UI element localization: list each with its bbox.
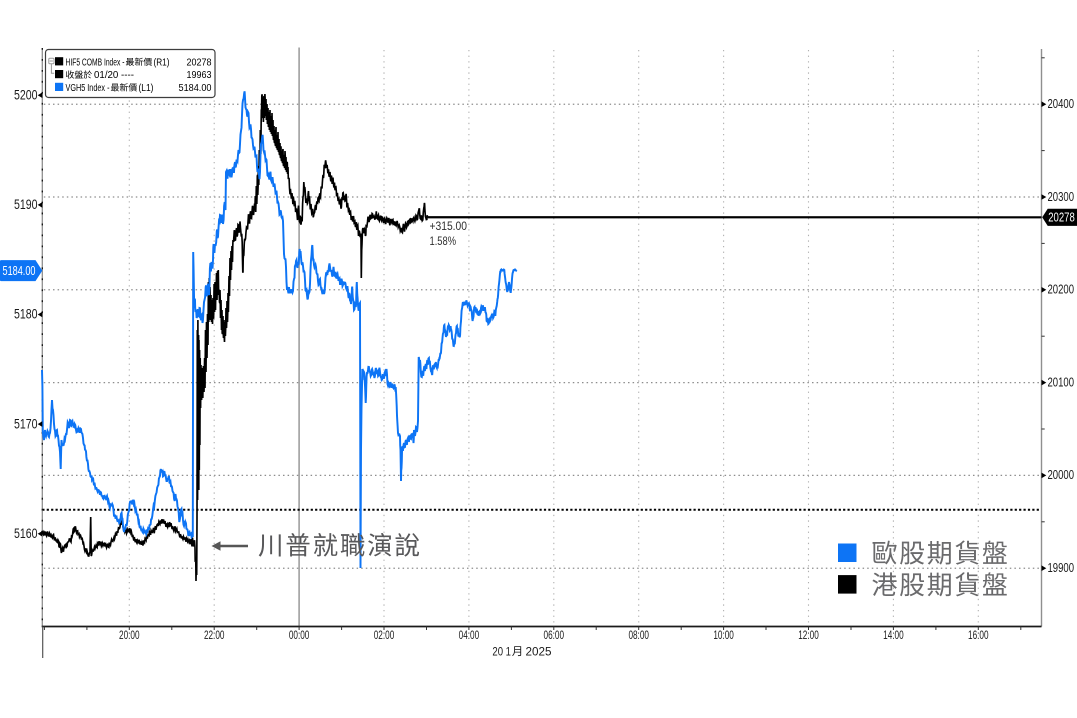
svg-text:+315.00: +315.00 [430, 219, 468, 233]
svg-text:08:00: 08:00 [628, 628, 649, 642]
svg-text:20:00: 20:00 [119, 628, 140, 642]
svg-text:10:00: 10:00 [713, 628, 734, 642]
svg-text:VGH5 Index -: VGH5 Index - [66, 83, 110, 94]
svg-text:14:00: 14:00 [883, 628, 904, 642]
svg-text:5184.00: 5184.00 [179, 83, 213, 94]
svg-text:HIF5 COMB Index -: HIF5 COMB Index - [66, 57, 125, 68]
svg-text:06:00: 06:00 [544, 628, 565, 642]
svg-text:01/20 ----: 01/20 ---- [94, 70, 134, 81]
svg-text:19900: 19900 [1048, 561, 1075, 575]
svg-text:5184.00: 5184.00 [3, 264, 36, 278]
svg-text:16:00: 16:00 [968, 628, 989, 642]
svg-text:20278: 20278 [1048, 210, 1075, 224]
svg-text:5180: 5180 [14, 306, 38, 322]
svg-text:20100: 20100 [1048, 375, 1075, 389]
svg-text:2025: 2025 [526, 645, 552, 659]
svg-text:(R1): (R1) [154, 57, 170, 68]
svg-text:22:00: 22:00 [204, 628, 225, 642]
svg-text:00:00: 00:00 [289, 628, 310, 642]
svg-text:20400: 20400 [1048, 97, 1075, 111]
svg-text:(L1): (L1) [139, 83, 154, 94]
svg-text:20300: 20300 [1048, 190, 1075, 204]
svg-text:12:00: 12:00 [798, 628, 819, 642]
svg-text:5160: 5160 [14, 525, 38, 541]
svg-text:20000: 20000 [1048, 468, 1075, 482]
svg-text:5200: 5200 [14, 86, 38, 102]
svg-text:02:00: 02:00 [374, 628, 395, 642]
svg-text:5170: 5170 [14, 415, 38, 431]
svg-text:19963: 19963 [187, 70, 212, 81]
svg-text:20278: 20278 [187, 57, 212, 68]
svg-text:1.58%: 1.58% [430, 234, 457, 248]
svg-text:04:00: 04:00 [459, 628, 480, 642]
svg-text:20200: 20200 [1048, 283, 1075, 297]
svg-text:20 1: 20 1 [492, 645, 511, 659]
svg-text:5190: 5190 [14, 196, 38, 212]
